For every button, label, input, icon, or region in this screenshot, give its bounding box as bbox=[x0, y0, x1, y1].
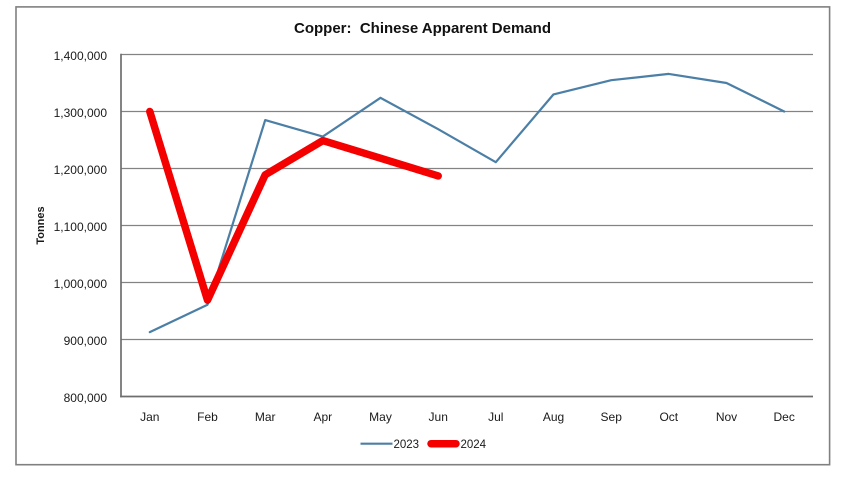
svg-text:1,400,000: 1,400,000 bbox=[54, 49, 108, 63]
svg-text:Feb: Feb bbox=[197, 410, 218, 424]
svg-text:Jul: Jul bbox=[488, 410, 503, 424]
svg-text:Jun: Jun bbox=[429, 410, 448, 424]
svg-text:1,300,000: 1,300,000 bbox=[54, 106, 108, 120]
svg-text:Sep: Sep bbox=[601, 410, 623, 424]
svg-text:Nov: Nov bbox=[716, 410, 737, 424]
svg-text:1,100,000: 1,100,000 bbox=[54, 220, 108, 234]
svg-text:1,000,000: 1,000,000 bbox=[54, 277, 108, 291]
svg-text:Jan: Jan bbox=[140, 410, 159, 424]
svg-text:900,000: 900,000 bbox=[64, 334, 108, 348]
svg-text:Aug: Aug bbox=[543, 410, 564, 424]
svg-text:Mar: Mar bbox=[255, 410, 276, 424]
svg-text:800,000: 800,000 bbox=[64, 391, 108, 405]
svg-text:Copper: Chinese Apparent Dema: Copper: Chinese Apparent Demand bbox=[294, 20, 551, 37]
svg-text:Tonnes: Tonnes bbox=[35, 206, 47, 244]
svg-text:May: May bbox=[369, 410, 392, 424]
svg-text:Apr: Apr bbox=[313, 410, 332, 424]
svg-text:Oct: Oct bbox=[659, 410, 678, 424]
svg-text:Dec: Dec bbox=[774, 410, 795, 424]
svg-text:1,200,000: 1,200,000 bbox=[54, 163, 108, 177]
svg-text:2024: 2024 bbox=[461, 439, 487, 451]
svg-text:2023: 2023 bbox=[394, 439, 420, 451]
